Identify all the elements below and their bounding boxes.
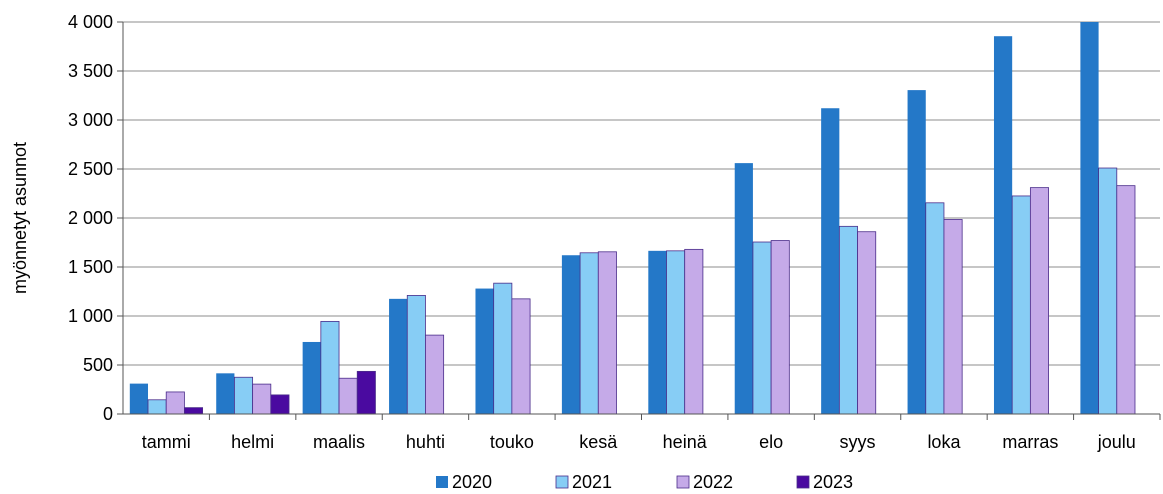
bar-2022-heinä [684, 248, 704, 415]
x-tick-label: heinä [663, 432, 708, 452]
legend-label-2021: 2021 [572, 472, 612, 492]
bar-2021-loka [925, 202, 945, 415]
bar-2021-maalis [320, 320, 340, 415]
y-tick-label: 2 000 [68, 208, 113, 228]
x-tick-label: kesä [579, 432, 618, 452]
bar-2022-joulu [1116, 185, 1136, 415]
bar-2020-syys [821, 108, 840, 415]
bar-2020-elo [734, 163, 753, 414]
x-tick-label: helmi [231, 432, 274, 452]
bar-2021-huhti [406, 295, 426, 415]
y-tick-label: 2 500 [68, 159, 113, 179]
bar-2020-kesä [561, 255, 581, 414]
x-tick-label: touko [490, 432, 534, 452]
x-tick-label: marras [1002, 432, 1058, 452]
bar-2021-helmi [234, 376, 254, 415]
bar-2020-touko [475, 288, 494, 414]
gridlines [123, 21, 1160, 366]
y-axis-title: myönnetyt asunnot [10, 142, 30, 294]
bar-2021-touko [493, 282, 513, 415]
bars [129, 22, 1136, 415]
bar-2023-helmi [270, 394, 290, 415]
bar-2022-marras [1029, 187, 1049, 415]
bar-2022-touko [511, 298, 531, 415]
y-tick-label: 500 [83, 355, 113, 375]
bar-2022-kesä [597, 251, 617, 415]
bar-2020-huhti [389, 298, 408, 414]
bar-2021-marras [1011, 195, 1031, 415]
bar-2020-joulu [1080, 22, 1099, 414]
x-tick-label: loka [927, 432, 961, 452]
bar-2020-heinä [648, 250, 667, 414]
legend-swatch-2021 [555, 475, 569, 489]
x-tick-label: huhti [406, 432, 445, 452]
bar-2022-maalis [338, 377, 358, 415]
bar-2021-joulu [1098, 167, 1118, 415]
legend-swatch-2020 [436, 476, 448, 488]
x-tick-label: elo [759, 432, 783, 452]
x-tick-label: joulu [1097, 432, 1136, 452]
x-tick-label: maalis [313, 432, 365, 452]
bar-2022-elo [770, 240, 790, 415]
x-tick-label: tammi [142, 432, 191, 452]
y-tick-label: 1 500 [68, 257, 113, 277]
legend-label-2020: 2020 [452, 472, 492, 492]
bar-2023-maalis [356, 370, 376, 415]
legend-label-2022: 2022 [693, 472, 733, 492]
bar-2020-marras [993, 36, 1013, 415]
y-tick-label: 4 000 [68, 12, 113, 32]
bar-2020-maalis [302, 341, 321, 414]
bar-2021-syys [838, 225, 858, 415]
bar-2023-tammi [184, 407, 204, 415]
bar-2022-helmi [252, 383, 272, 415]
bar-2022-syys [857, 231, 877, 415]
bar-2020-helmi [216, 373, 235, 414]
bar-2020-loka [907, 90, 926, 415]
y-tick-label: 3 000 [68, 110, 113, 130]
bar-2021-kesä [579, 252, 599, 415]
y-tick-label: 0 [103, 404, 113, 424]
bar-2022-loka [943, 219, 963, 415]
y-tick-label: 1 000 [68, 306, 113, 326]
bar-2021-tammi [147, 399, 167, 415]
legend-label-2023: 2023 [813, 472, 853, 492]
bar-2022-huhti [425, 334, 445, 415]
bar-2021-heinä [666, 250, 686, 415]
bar-2022-tammi [165, 391, 185, 415]
axes: 0 500 1 000 1 500 2 000 2 500 3 000 3 500 4 000 t… [68, 12, 1161, 452]
y-tick-label: 3 500 [68, 61, 113, 81]
x-tick-label: syys [840, 432, 876, 452]
legend-swatch-2023 [796, 475, 810, 489]
bar-2020-tammi [129, 383, 149, 414]
legend-swatch-2022 [676, 475, 690, 489]
legend: 2020 2021 2022 2023 [436, 472, 853, 492]
bar-2021-elo [752, 241, 772, 415]
